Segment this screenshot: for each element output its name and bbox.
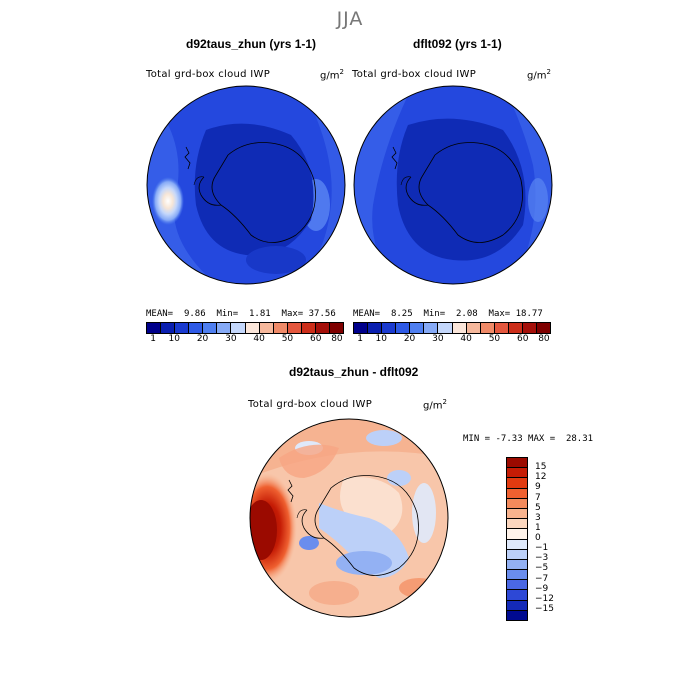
colorbar-tick-label: 80 (331, 334, 343, 344)
colorbar-swatch (315, 323, 331, 333)
colorbar-tick-label: 1 (150, 334, 156, 344)
colorbar-tick-label: 20 (196, 334, 209, 344)
diff-colorbar-swatch (507, 468, 527, 479)
colorbar-swatch (466, 323, 481, 333)
colorbar-swatch (438, 323, 453, 333)
diff-colorbar-ticks: 15 12 9 7 5 3 1 0 −1 −3 −5 −7 −9 −12 −15 (535, 457, 575, 621)
diff-colorbar-tick-label: 5 (535, 502, 541, 513)
panel-1-units: g/m2 (320, 68, 344, 82)
colorbar-swatch (368, 323, 383, 333)
diff-colorbar-tick-label: −3 (535, 553, 549, 564)
diff-colorbar-tick-label: 12 (535, 472, 547, 483)
colorbar-swatch (217, 323, 232, 333)
diff-colorbar-swatch (507, 478, 527, 489)
panel-1-map (146, 85, 346, 285)
diff-colorbar-tick-label: 1 (535, 522, 541, 533)
diff-colorbar-swatch (507, 600, 527, 611)
colorbar-swatch (231, 323, 246, 333)
diff-colorbar-tick-label: −12 (535, 593, 554, 604)
diff-colorbar-swatch (507, 519, 527, 530)
colorbar-swatch (522, 323, 538, 333)
panel-1-stats: MEAN= 9.86 Min= 1.81 Max= 37.56 (146, 309, 336, 319)
panel-1-title: d92taus_zhun (yrs 1-1) (186, 37, 317, 51)
colorbar-2: 1 10 20 30 40 50 60 80 (353, 322, 551, 346)
diff-colorbar-swatch (507, 580, 527, 591)
colorbar-swatch (354, 323, 369, 333)
colorbar-swatch (189, 323, 204, 333)
diff-colorbar-swatch (507, 458, 527, 469)
diff-colorbar-swatch (507, 529, 527, 540)
colorbar-swatch (537, 323, 551, 333)
colorbar-swatch (424, 323, 439, 333)
colorbar-swatch (508, 323, 523, 333)
diff-colorbar-tick-label: −1 (535, 543, 549, 554)
diff-panel-units: g/m2 (423, 398, 447, 412)
colorbar-swatch (245, 323, 260, 333)
diff-colorbar-swatch (507, 539, 527, 550)
diff-panel-stats: MIN = -7.33 MAX = 28.31 (463, 434, 594, 444)
colorbar-tick-label: 30 (225, 334, 237, 344)
colorbar-tick-label: 60 (516, 334, 529, 344)
diff-colorbar-tick-label: 9 (535, 482, 541, 493)
colorbar-tick-label: 40 (460, 334, 472, 344)
panel-2-variable: Total grd-box cloud IWP (352, 69, 477, 80)
diff-colorbar-tick-label: 0 (535, 533, 541, 543)
colorbar-swatch (175, 323, 190, 333)
diff-panel-variable: Total grd-box cloud IWP (248, 399, 373, 410)
colorbar-swatch (452, 323, 467, 333)
diff-colorbar-tick-label: −7 (535, 573, 549, 584)
colorbar-swatch (259, 323, 274, 333)
colorbar-swatch (330, 323, 344, 333)
colorbar-swatch (287, 323, 302, 333)
diff-colorbar (506, 457, 528, 621)
colorbar-swatch (494, 323, 509, 333)
colorbar-swatch (301, 323, 316, 333)
colorbar-swatch (203, 323, 218, 333)
colorbar-tick-label: 50 (488, 334, 501, 344)
diff-colorbar-tick-label: −15 (535, 603, 554, 614)
diff-colorbar-swatch (507, 559, 527, 571)
colorbar-tick-label: 10 (168, 334, 181, 344)
colorbar-1: 1 10 20 30 40 50 60 80 (146, 322, 344, 346)
diff-colorbar-tick-label: 15 (535, 462, 547, 473)
diff-panel-map (249, 418, 449, 618)
colorbar-swatch (396, 323, 411, 333)
diff-colorbar-tick-label: 3 (535, 512, 541, 523)
diff-colorbar-tick-label: −5 (535, 563, 549, 574)
colorbar-tick-label: 50 (281, 334, 294, 344)
colorbar-tick-label: 10 (375, 334, 388, 344)
panel-2-title: dflt092 (yrs 1-1) (413, 37, 502, 51)
diff-colorbar-swatch (507, 549, 527, 560)
colorbar-tick-label: 20 (403, 334, 416, 344)
panel-2-map (353, 85, 553, 285)
diff-colorbar-swatch (507, 508, 527, 520)
panel-2-units: g/m2 (527, 68, 551, 82)
colorbar-swatch (161, 323, 176, 333)
diff-colorbar-swatch (507, 590, 527, 601)
colorbar-swatch (480, 323, 495, 333)
diff-colorbar-swatch (507, 570, 527, 581)
colorbar-tick-label: 30 (432, 334, 444, 344)
colorbar-swatch (273, 323, 288, 333)
diff-colorbar-swatch (507, 498, 527, 509)
colorbar-swatch (410, 323, 425, 333)
colorbar-tick-label: 80 (538, 334, 550, 344)
colorbar-swatch (147, 323, 162, 333)
diff-colorbar-tick-label: 7 (535, 492, 541, 503)
colorbar-tick-label: 40 (253, 334, 265, 344)
diff-colorbar-tick-label: −9 (535, 583, 549, 594)
diff-colorbar-swatch (507, 488, 527, 499)
diff-colorbar-swatch (507, 610, 527, 620)
colorbar-tick-label: 1 (357, 334, 363, 344)
colorbar-swatch (382, 323, 397, 333)
panel-1-variable: Total grd-box cloud IWP (146, 69, 271, 80)
diff-panel-title: d92taus_zhun - dflt092 (289, 365, 419, 379)
panel-2-stats: MEAN= 8.25 Min= 2.08 Max= 18.77 (353, 309, 543, 319)
colorbar-tick-label: 60 (309, 334, 322, 344)
season-title: JJA (336, 8, 364, 30)
